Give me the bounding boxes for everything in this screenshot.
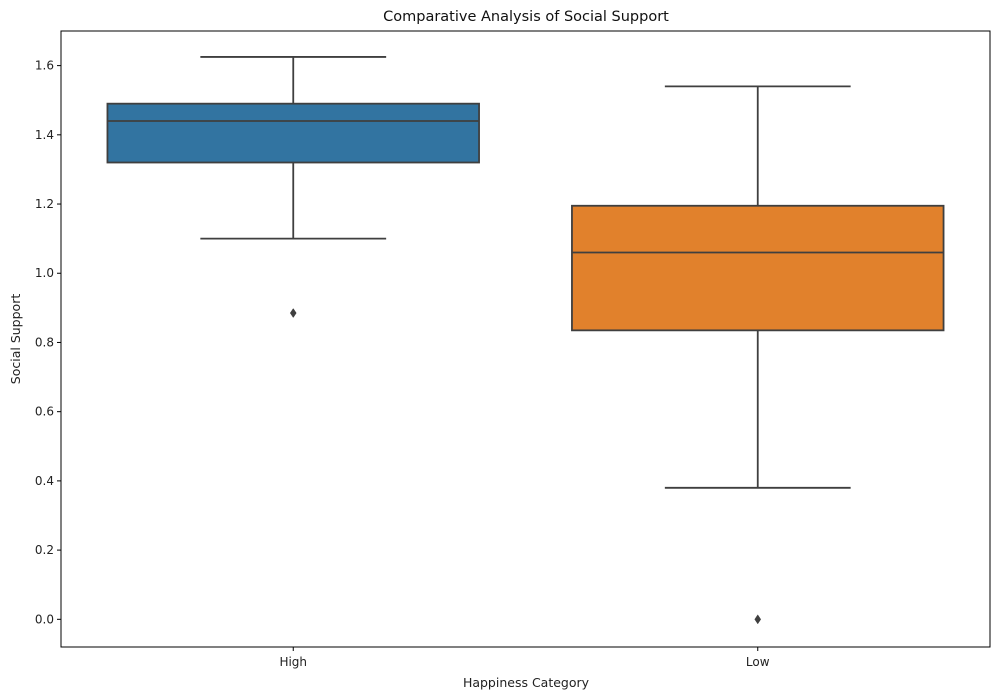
- y-tick-label: 1.4: [35, 128, 54, 142]
- x-axis: High Low: [279, 647, 770, 669]
- y-tick-label: 1.6: [35, 59, 54, 73]
- outlier-point: [289, 308, 297, 318]
- chart-title: Comparative Analysis of Social Support: [383, 9, 669, 25]
- y-axis: 0.0 0.2 0.4 0.6 0.8 1.0 1.2 1.4 1.6: [35, 59, 61, 626]
- box-iqr: [571, 204, 945, 332]
- box-high: [106, 56, 480, 318]
- y-tick-label: 0.8: [35, 335, 54, 349]
- y-tick-label: 1.2: [35, 197, 54, 211]
- box-low: [571, 85, 945, 625]
- x-tick-label: Low: [746, 655, 770, 669]
- y-tick-label: 0.2: [35, 543, 54, 557]
- x-axis-label: Happiness Category: [463, 675, 590, 690]
- outlier-point: [754, 614, 762, 625]
- y-tick-label: 0.6: [35, 405, 54, 419]
- y-tick-label: 1.0: [35, 266, 54, 280]
- boxes-layer: [106, 56, 945, 625]
- y-axis-label: Social Support: [8, 294, 23, 385]
- x-tick-label: High: [279, 655, 307, 669]
- y-tick-label: 0.4: [35, 474, 54, 488]
- y-tick-label: 0.0: [35, 612, 54, 626]
- plot-frame: [60, 30, 991, 648]
- box-iqr: [106, 102, 480, 164]
